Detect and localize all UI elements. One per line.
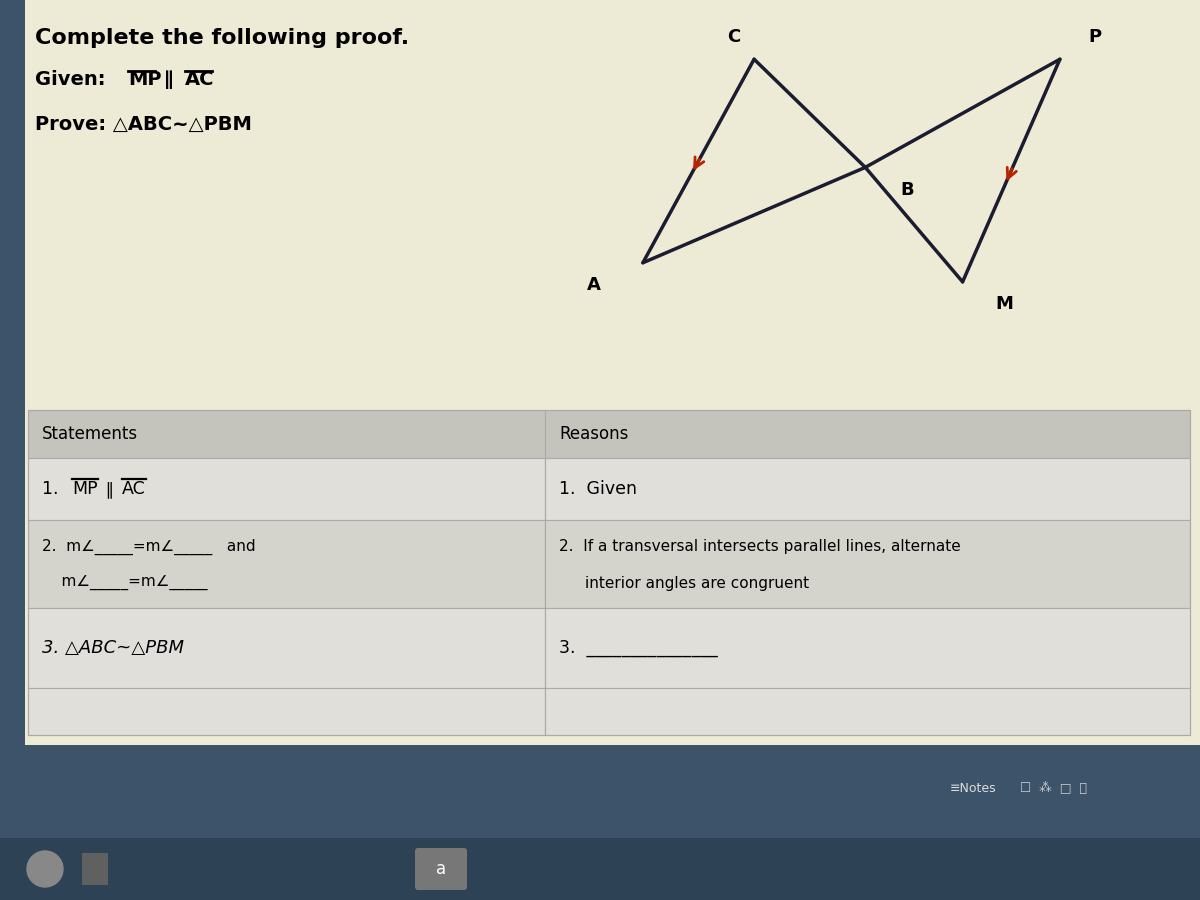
Text: 2.  m∠_____=m∠_____   and: 2. m∠_____=m∠_____ and <box>42 538 256 554</box>
Text: Reasons: Reasons <box>559 425 629 443</box>
Text: MP: MP <box>72 480 97 498</box>
Text: B: B <box>900 181 914 199</box>
Text: ≡Notes: ≡Notes <box>950 782 997 795</box>
Text: ∥: ∥ <box>157 70 180 89</box>
Text: 1.  Given: 1. Given <box>559 480 637 498</box>
Bar <box>28 458 545 520</box>
FancyBboxPatch shape <box>415 848 467 890</box>
Text: a: a <box>436 860 446 878</box>
Text: P: P <box>1088 28 1102 46</box>
Text: 2.  If a transversal intersects parallel lines, alternate: 2. If a transversal intersects parallel … <box>559 539 961 554</box>
Text: Given:: Given: <box>35 70 119 89</box>
Text: C: C <box>727 28 740 46</box>
Text: AC: AC <box>185 70 215 89</box>
Bar <box>545 520 1190 608</box>
Text: Prove: △ABC~△PBM: Prove: △ABC~△PBM <box>35 115 252 134</box>
Text: AC: AC <box>122 480 145 498</box>
Bar <box>545 608 1190 688</box>
Bar <box>545 688 1190 735</box>
Bar <box>28 410 1190 735</box>
Text: ∥: ∥ <box>100 480 120 498</box>
Text: ☐  ⁂  □  ❓: ☐ ⁂ □ ❓ <box>1020 782 1087 795</box>
Bar <box>0 0 25 745</box>
Text: Complete the following proof.: Complete the following proof. <box>35 28 409 48</box>
Circle shape <box>28 851 64 887</box>
Text: 1.: 1. <box>42 480 70 498</box>
Text: m∠_____=m∠_____: m∠_____=m∠_____ <box>42 576 208 591</box>
Text: M: M <box>995 295 1013 313</box>
Bar <box>28 608 545 688</box>
Text: A: A <box>587 276 601 294</box>
Bar <box>82 853 108 885</box>
Text: 3. △ABC~△PBM: 3. △ABC~△PBM <box>42 639 184 657</box>
Text: Statements: Statements <box>42 425 138 443</box>
Bar <box>0 745 1200 900</box>
Text: interior angles are congruent: interior angles are congruent <box>586 576 809 591</box>
Bar <box>28 520 545 608</box>
Bar <box>28 410 1190 458</box>
Text: MP: MP <box>128 70 162 89</box>
Bar <box>28 688 545 735</box>
Bar <box>545 458 1190 520</box>
Text: 3.  _______________: 3. _______________ <box>559 639 718 657</box>
Bar <box>0 838 1200 900</box>
